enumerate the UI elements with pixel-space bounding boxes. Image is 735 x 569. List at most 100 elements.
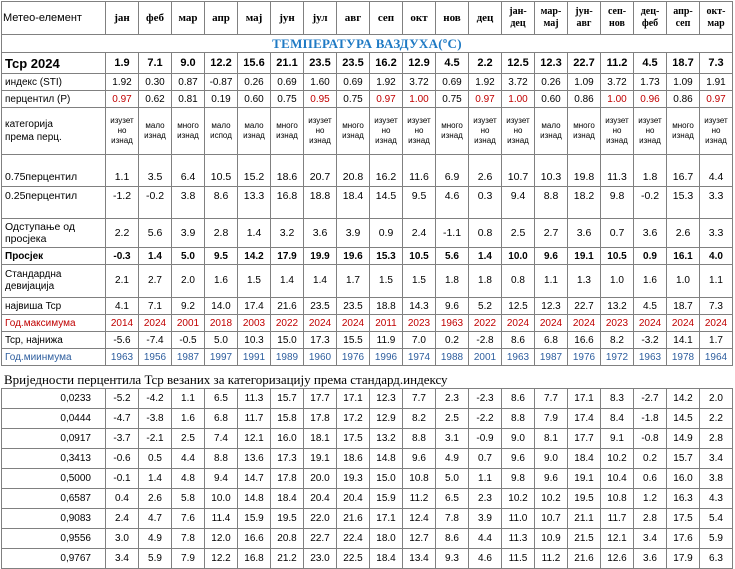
percentile-value: 19.1 <box>303 448 337 469</box>
percentile-value: 22.4 <box>336 528 370 549</box>
data-cell: 19.6 <box>336 247 370 265</box>
percentile-value: 17.8 <box>303 408 337 429</box>
percentile-value: 9.0 <box>534 448 568 469</box>
percentile-value: 7.9 <box>171 548 205 569</box>
percentile-label: 0,9767 <box>1 548 106 569</box>
percentile-value: 1.1 <box>171 388 205 409</box>
row-label: перцентил (P) <box>1 90 106 108</box>
data-cell: 16.6 <box>567 331 601 349</box>
data-cell: 1.0 <box>666 264 700 298</box>
percentile-value: 14.5 <box>666 408 700 429</box>
percentile-value: -3.7 <box>105 428 139 449</box>
percentile-value: 3.8 <box>699 468 733 489</box>
row-p25: 0.25перцентил -1.2 -0.2 3.8 8.6 13.3 16.8 18.8 1… <box>1 186 733 219</box>
data-cell: 7.3 <box>699 297 733 315</box>
data-cell: 0.19 <box>204 90 238 108</box>
percentile-value: 18.6 <box>336 448 370 469</box>
percentile-value: 22.0 <box>303 508 337 529</box>
data-cell: 9.5 <box>204 247 238 265</box>
data-cell: 2024 <box>567 314 601 332</box>
data-cell: -0.3 <box>105 247 139 265</box>
percentile-value: 3.9 <box>468 508 502 529</box>
percentile-value: 14.8 <box>369 448 403 469</box>
percentile-value: 17.5 <box>666 508 700 529</box>
data-cell: 1996 <box>369 348 403 366</box>
column-header: мар <box>171 1 205 35</box>
data-cell: 19.1 <box>567 247 601 265</box>
data-cell: 1997 <box>204 348 238 366</box>
percentile-value: -2.2 <box>468 408 502 429</box>
section-title-row: ТЕМПЕРАТУРА ВАЗДУХА(ºC) <box>1 34 733 53</box>
percentile-value: 2.3 <box>435 388 469 409</box>
percentile-value: 11.7 <box>237 408 271 429</box>
percentile-label: 0,0917 <box>1 428 106 449</box>
percentile-value: 18.4 <box>270 488 304 509</box>
data-cell: 0.87 <box>171 73 205 91</box>
section-title: ТЕМПЕРАТУРА ВАЗДУХА(ºC) <box>1 34 733 53</box>
column-header: јул <box>303 1 337 35</box>
percentile-value: 2.8 <box>633 508 667 529</box>
data-cell: 1964 <box>699 348 733 366</box>
data-cell: 6.8 <box>534 331 568 349</box>
percentile-value: 6.5 <box>435 488 469 509</box>
percentile-value: -0.9 <box>468 428 502 449</box>
percentile-value: 12.0 <box>204 528 238 549</box>
percentile-value: 8.4 <box>600 408 634 429</box>
percentile-value: 10.7 <box>534 508 568 529</box>
data-cell: 9.6 <box>435 297 469 315</box>
data-cell: 4.5 <box>435 52 469 74</box>
data-cell: 1976 <box>336 348 370 366</box>
data-cell: изузет но изнад <box>699 107 733 155</box>
data-cell: 12.3 <box>534 52 568 74</box>
percentile-value: 9.6 <box>534 468 568 489</box>
percentile-value: 17.2 <box>336 408 370 429</box>
percentile-value: 16.6 <box>237 528 271 549</box>
percentile-value: 18.0 <box>369 528 403 549</box>
data-cell: 2022 <box>270 314 304 332</box>
data-cell: 15.3 <box>369 247 403 265</box>
row-sd: Стандардна девијација 2.1 2.7 2.0 1.6 1.5 1.4 1.… <box>1 264 733 298</box>
data-cell: -0.5 <box>171 331 205 349</box>
data-cell: 2024 <box>534 314 568 332</box>
data-cell: 3.72 <box>600 73 634 91</box>
data-cell: 14.2 <box>237 247 271 265</box>
data-cell: 3.72 <box>402 73 436 91</box>
percentile-value: 3.4 <box>105 548 139 569</box>
data-cell: 2.0 <box>171 264 205 298</box>
data-cell: 14.0 <box>204 297 238 315</box>
percentile-value: 2.2 <box>699 408 733 429</box>
percentile-value: 15.7 <box>270 388 304 409</box>
percentile-value: 17.1 <box>567 388 601 409</box>
data-cell: 18.7 <box>666 52 700 74</box>
percentile-value: 9.0 <box>501 428 535 449</box>
row-p75: 0.75перцентил 1.1 3.5 6.4 10.5 15.2 18.6 20.7 20… <box>1 154 733 187</box>
percentile-value: 16.0 <box>666 468 700 489</box>
data-cell: 17.4 <box>237 297 271 315</box>
percentile-value: 3.1 <box>435 428 469 449</box>
column-header: сеп-нов <box>600 1 634 35</box>
data-cell: 12.2 <box>204 52 238 74</box>
percentile-value: 11.0 <box>501 508 535 529</box>
data-cell: 0.2 <box>435 331 469 349</box>
data-cell: много изнад <box>567 107 601 155</box>
percentile-value: 3.0 <box>105 528 139 549</box>
data-cell: 1.5 <box>237 264 271 298</box>
percentile-value: 19.5 <box>567 488 601 509</box>
percentile-value: 1.2 <box>633 488 667 509</box>
data-cell: 20.8 <box>336 154 370 187</box>
data-cell: 2011 <box>369 314 403 332</box>
percentile-value: 0.5 <box>138 448 172 469</box>
data-cell: 16.8 <box>270 186 304 219</box>
percentile-row: 0,5000 -0.1 1.4 4.8 9.4 14.7 17.8 20.0 19.3 15.0 1… <box>1 468 733 489</box>
percentile-value: 17.5 <box>336 428 370 449</box>
percentile-value: 11.4 <box>204 508 238 529</box>
data-cell: 2022 <box>468 314 502 332</box>
percentile-value: -2.3 <box>468 388 502 409</box>
data-cell: 1.1 <box>699 264 733 298</box>
percentile-value: 20.4 <box>336 488 370 509</box>
data-cell: 4.4 <box>699 154 733 187</box>
data-cell: 0.30 <box>138 73 172 91</box>
data-cell: 12.9 <box>402 52 436 74</box>
column-header: авг <box>336 1 370 35</box>
data-cell: 2001 <box>171 314 205 332</box>
